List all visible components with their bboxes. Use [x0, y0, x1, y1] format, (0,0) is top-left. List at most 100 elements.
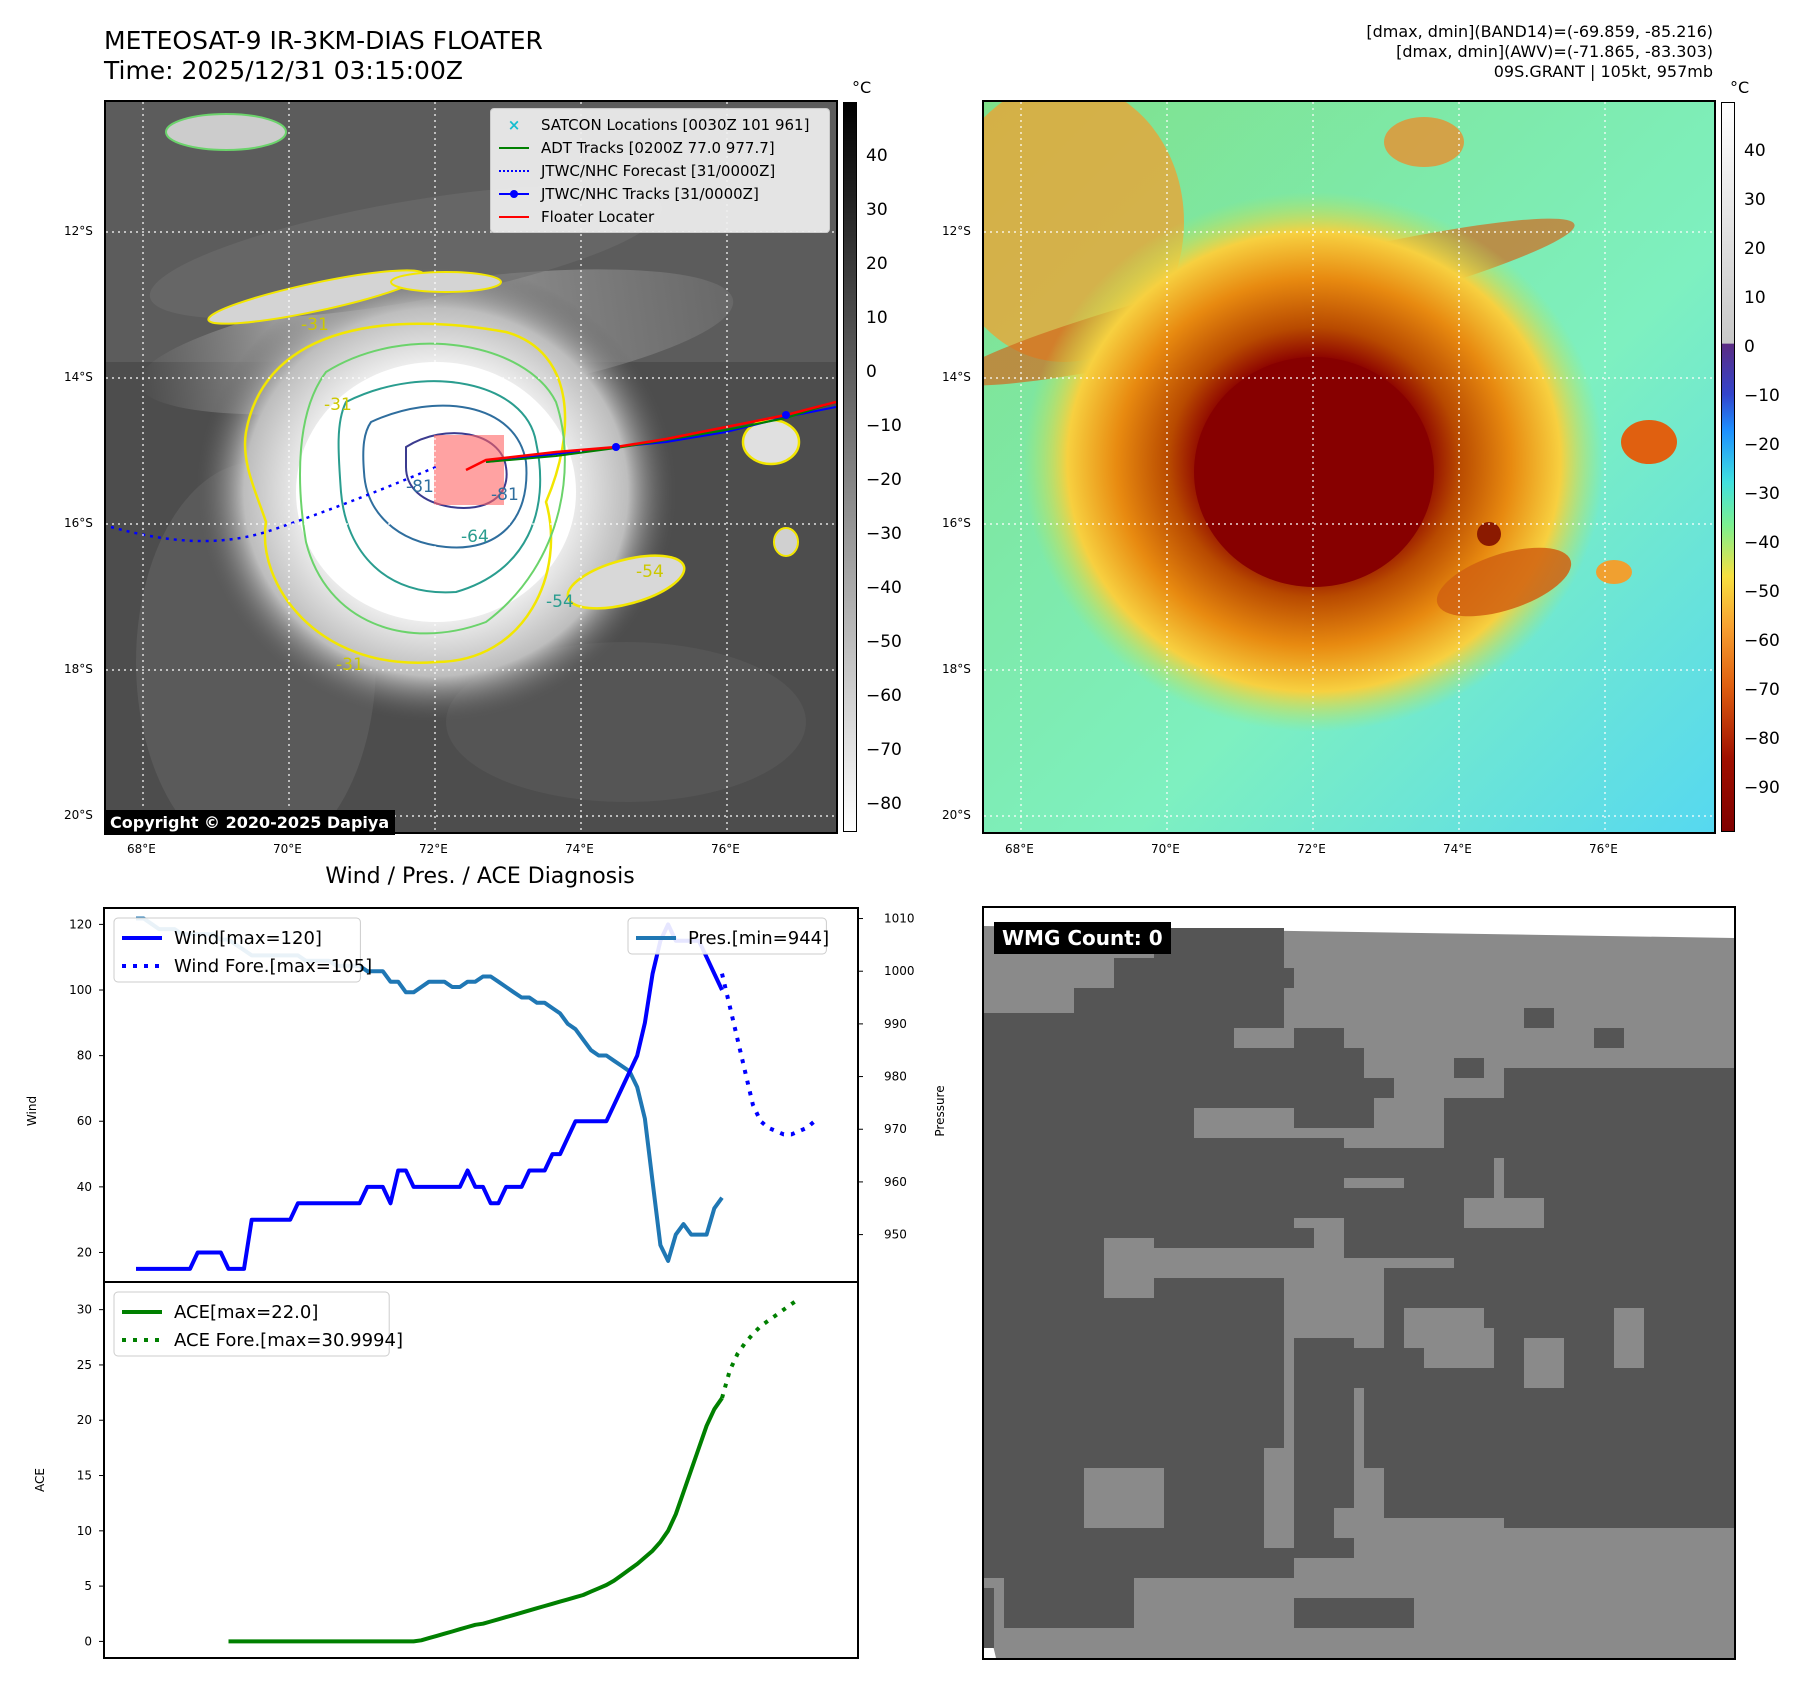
lat-tick: 16°S	[64, 516, 93, 530]
diagnosis-chart: 20 40 60 80 100 120 950 960 970 980 990 1000 1010 0 5 1…	[25, 907, 947, 1659]
legend-swatch	[499, 215, 529, 218]
colorbar-tick: −60	[866, 686, 902, 706]
ace-tick-label: 30	[77, 1303, 92, 1317]
awv-colorbar	[1721, 102, 1735, 832]
ace-tick-label: 10	[77, 1524, 92, 1538]
lat-tick: 12°S	[64, 224, 93, 238]
contour-label: -81	[406, 477, 434, 497]
colorbar-tick: 0	[866, 362, 877, 382]
title-satellite: METEOSAT-9 IR-3KM-DIAS FLOATER	[104, 26, 543, 55]
wind-tick-label: 80	[77, 1049, 92, 1063]
ir-map-image: -31 -31 -31 -64 -81 -81 -54 -54	[106, 102, 836, 832]
ace-axis-label: ACE	[33, 1468, 47, 1492]
wind-axis-label: Wind	[25, 1096, 39, 1126]
pressure-tick-label: 960	[884, 1175, 907, 1189]
lon-tick: 70°E	[1151, 842, 1180, 856]
pressure-tick-label: 990	[884, 1017, 907, 1031]
legend-label: JTWC/NHC Forecast [31/0000Z]	[541, 161, 776, 180]
lat-tick: 20°S	[942, 808, 971, 822]
contour-label: -54	[636, 562, 664, 582]
x-marker-icon: ×	[507, 115, 521, 134]
lon-tick: 72°E	[419, 842, 448, 856]
colorbar-tick: 40	[866, 146, 888, 166]
ace-forecast-line	[720, 1296, 801, 1399]
colorbar-tick: 20	[1744, 239, 1766, 259]
legend-jtwc-forecast: JTWC/NHC Forecast [31/0000Z]	[499, 159, 821, 182]
wmg-panel	[982, 906, 1736, 1660]
lat-tick: 12°S	[942, 224, 971, 238]
colorbar-tick: −10	[866, 416, 902, 436]
wind-tick-label: 40	[77, 1180, 92, 1194]
wind-tick-label: 20	[77, 1245, 92, 1259]
ir-map-panel: -31 -31 -31 -64 -81 -81 -54 -54	[104, 100, 838, 834]
colorbar-tick: −30	[1744, 484, 1780, 504]
ace-tick-label: 5	[84, 1579, 92, 1593]
ace-legend	[113, 1291, 390, 1357]
lon-tick: 70°E	[273, 842, 302, 856]
legend-label: SATCON Locations [0030Z 101 961]	[541, 115, 810, 134]
awv-range: [dmax, dmin](AWV)=(-71.865, -83.303)	[1396, 42, 1713, 61]
colorbar-tick: −50	[866, 632, 902, 652]
contour-label: -31	[301, 315, 329, 335]
colorbar-tick: −40	[1744, 533, 1780, 553]
lon-tick: 74°E	[1443, 842, 1472, 856]
colorbar-tick: −20	[866, 470, 902, 490]
ace-tick-label: 20	[77, 1413, 92, 1427]
contour-label: -64	[461, 527, 489, 547]
lon-tick: 68°E	[1005, 842, 1034, 856]
colorbar-tick: 10	[866, 308, 888, 328]
awv-map-grid	[984, 102, 1714, 832]
pressure-tick-label: 950	[884, 1228, 907, 1242]
colorbar-tick: −80	[1744, 729, 1780, 749]
lon-tick: 72°E	[1297, 842, 1326, 856]
ir-colorbar	[843, 102, 857, 832]
colorbar-tick: −80	[866, 794, 902, 814]
ace-tick-label: 0	[84, 1634, 92, 1648]
wind-forecast-line	[720, 973, 816, 1137]
copyright-label: Copyright © 2020-2025 Dapiya	[104, 810, 396, 835]
colorbar-tick: −30	[866, 524, 902, 544]
pressure-axis-label: Pressure	[933, 1085, 947, 1136]
ir-contour-labels: -31 -31 -31 -64 -81 -81 -54 -54	[301, 315, 664, 675]
wmg-image	[984, 926, 1734, 1658]
legend-swatch	[499, 189, 529, 198]
lat-tick: 16°S	[942, 516, 971, 530]
legend-swatch	[499, 169, 529, 172]
contour-label: -54	[546, 592, 574, 612]
legend-satcon: × SATCON Locations [0030Z 101 961]	[499, 113, 821, 136]
wind-line	[136, 922, 724, 1271]
lat-tick: 20°S	[64, 808, 93, 822]
lon-tick: 74°E	[565, 842, 594, 856]
ace-tick-label: 25	[77, 1358, 92, 1372]
lat-tick: 18°S	[942, 662, 971, 676]
colorbar-tick: 40	[1744, 141, 1766, 161]
lat-tick: 14°S	[942, 370, 971, 384]
pressure-tick-label: 1010	[884, 912, 915, 926]
figure-title: METEOSAT-9 IR-3KM-DIAS FLOATER Time: 202…	[104, 26, 543, 86]
pressure-legend	[627, 917, 827, 955]
awv-colorbar-unit: °C	[1730, 78, 1750, 97]
wind-tick-label: 60	[77, 1114, 92, 1128]
colorbar-tick: 30	[866, 200, 888, 220]
legend-swatch	[499, 146, 529, 149]
legend-label: ACE Fore.[max=30.9994]	[174, 1330, 403, 1351]
legend-label: Wind Fore.[max=105]	[174, 956, 372, 977]
contour-label: -81	[491, 485, 519, 505]
wind-tick-label: 120	[69, 917, 92, 931]
storm-summary: 09S.GRANT | 105kt, 957mb	[1493, 62, 1713, 81]
lon-tick: 76°E	[1589, 842, 1618, 856]
colorbar-tick: 30	[1744, 190, 1766, 210]
pressure-tick-label: 1000	[884, 964, 915, 978]
title-time: Time: 2025/12/31 03:15:00Z	[104, 56, 463, 85]
wmg-count-label: WMG Count: 0	[994, 922, 1171, 954]
colorbar-tick: 0	[1744, 337, 1755, 357]
colorbar-tick: −90	[1744, 778, 1780, 798]
lon-tick: 76°E	[711, 842, 740, 856]
ir-colorbar-unit: °C	[852, 78, 872, 97]
awv-map-panel	[982, 100, 1716, 834]
colorbar-tick: −70	[866, 740, 902, 760]
diagnosis-title: Wind / Pres. / ACE Diagnosis	[325, 864, 635, 889]
lat-tick: 14°S	[64, 370, 93, 384]
colorbar-tick: −50	[1744, 582, 1780, 602]
pressure-tick-label: 970	[884, 1122, 907, 1136]
